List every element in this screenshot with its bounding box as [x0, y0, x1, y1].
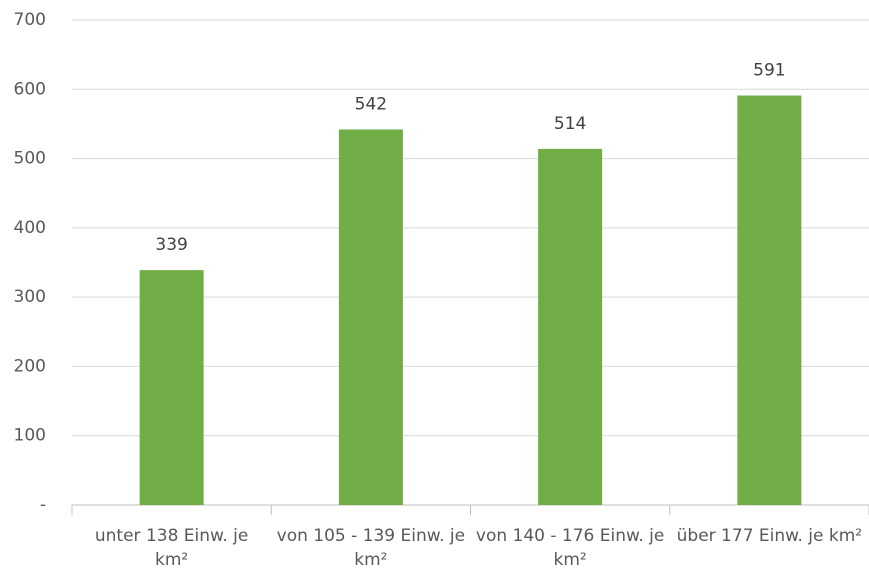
value-label: 542: [355, 94, 387, 114]
y-tick-label: 100: [14, 426, 46, 446]
x-tick-label: über 177 Einw. je km²: [676, 526, 863, 546]
bar: [338, 129, 403, 505]
y-tick-label: 200: [14, 356, 46, 376]
y-tick-label: 500: [14, 149, 46, 169]
y-tick-label: 300: [14, 287, 46, 307]
value-label: 339: [155, 235, 187, 255]
y-tick-label: 700: [14, 10, 46, 30]
value-label: 514: [554, 114, 586, 134]
y-tick-label: 400: [14, 218, 46, 238]
x-tick-label: unter 138 Einw. je km²: [94, 526, 249, 570]
x-tick-label: von 140 - 176 Einw. je km²: [475, 526, 665, 570]
y-tick-label: -: [40, 495, 46, 515]
x-tick-label: von 105 - 139 Einw. je km²: [276, 526, 466, 570]
bar: [737, 95, 802, 506]
bar: [538, 148, 603, 505]
bar: [139, 270, 204, 505]
y-tick-label: 600: [14, 79, 46, 99]
value-label: 591: [753, 61, 785, 81]
